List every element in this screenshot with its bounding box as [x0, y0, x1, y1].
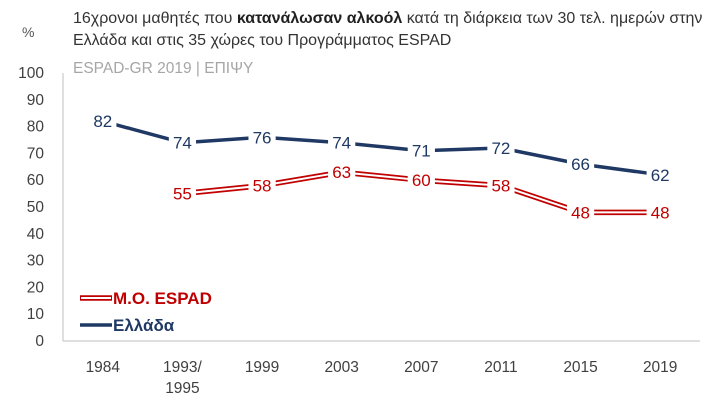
- x-tick-label: 2003: [324, 359, 358, 376]
- data-label: 66: [571, 155, 590, 174]
- x-tick-label: 2007: [404, 359, 438, 376]
- data-label: 48: [571, 203, 590, 222]
- y-axis-unit: %: [22, 24, 35, 40]
- data-label-bg: [248, 174, 276, 197]
- title-text-1: 16χρονοι μαθητές που: [73, 10, 237, 27]
- data-label-bg: [487, 174, 515, 197]
- data-label: 55: [173, 185, 192, 204]
- data-label: 74: [173, 134, 192, 153]
- data-label-bg: [168, 131, 197, 154]
- legend-label-greece: Ελλάδα: [113, 316, 175, 335]
- x-tick-label: 2019: [643, 359, 677, 376]
- data-label: 60: [412, 171, 431, 190]
- x-tick-label: 1995: [165, 380, 199, 397]
- data-label-bg: [646, 163, 674, 186]
- x-tick-label: 1999: [245, 359, 279, 376]
- data-label-bg: [407, 169, 435, 192]
- data-label-bg: [248, 126, 276, 149]
- data-label: 74: [332, 134, 351, 153]
- y-tick-label: 0: [35, 333, 44, 350]
- chart-title: 16χρονοι μαθητές που κατανάλωσαν αλκοόλ …: [73, 8, 703, 52]
- data-label-bg: [566, 153, 595, 176]
- title-text-bold: κατανάλωσαν αλκοόλ: [236, 10, 403, 27]
- legend-label-espad: Μ.Ο. ESPAD: [113, 289, 212, 308]
- y-tick-label: 10: [27, 306, 45, 323]
- data-label: 58: [491, 177, 510, 196]
- x-tick-label: 2011: [484, 359, 517, 376]
- data-label-bg: [646, 201, 674, 224]
- data-label-bg: [566, 201, 595, 224]
- y-tick-label: 40: [27, 226, 45, 243]
- data-label-bg: [487, 137, 515, 160]
- data-label: 63: [332, 163, 351, 182]
- x-tick-label: 2015: [563, 359, 597, 376]
- y-tick-label: 60: [27, 172, 45, 189]
- y-tick-label: 80: [27, 119, 45, 136]
- data-label: 62: [651, 166, 670, 185]
- chart-subtitle: ESPAD-GR 2019 | ΕΠΙΨΥ: [73, 60, 254, 77]
- data-label: 82: [93, 112, 112, 131]
- y-tick-label: 50: [27, 199, 45, 216]
- y-tick-label: 100: [18, 65, 44, 82]
- data-label-bg: [168, 182, 197, 205]
- title-text-2: κατά τη διάρκεια των 30 τελ. ημερών στην…: [73, 10, 703, 49]
- y-tick-label: 30: [27, 253, 45, 270]
- data-label: 76: [253, 128, 272, 147]
- data-label: 48: [651, 203, 670, 222]
- data-label-bg: [328, 161, 356, 184]
- data-label-bg: [328, 131, 356, 154]
- y-tick-label: 20: [27, 279, 45, 296]
- data-label: 72: [491, 139, 510, 158]
- y-tick-label: 70: [27, 145, 45, 162]
- data-label-bg: [407, 139, 435, 162]
- data-label: 71: [412, 142, 431, 161]
- y-tick-label: 90: [27, 92, 45, 109]
- x-tick-label: 1984: [86, 359, 121, 376]
- x-tick-label: 1993/: [163, 359, 202, 376]
- data-label-bg: [89, 110, 117, 133]
- data-label: 58: [253, 177, 272, 196]
